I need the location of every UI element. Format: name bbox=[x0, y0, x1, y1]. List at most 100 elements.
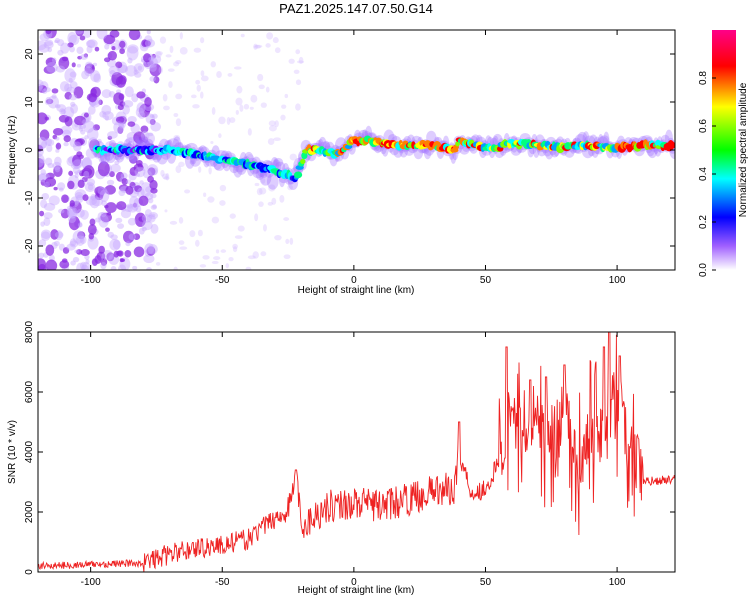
noise-blob bbox=[55, 136, 60, 141]
noise-blob bbox=[109, 238, 121, 251]
noise-blob bbox=[58, 56, 70, 70]
noise-blob bbox=[54, 37, 60, 44]
noise-blob bbox=[38, 252, 45, 259]
noise-blob bbox=[147, 167, 156, 176]
noise-blob bbox=[184, 189, 191, 194]
noise-blob bbox=[134, 72, 142, 78]
noise-blob bbox=[163, 105, 170, 111]
noise-blob bbox=[116, 201, 127, 211]
noise-blob bbox=[139, 103, 151, 118]
noise-blob bbox=[273, 157, 277, 166]
noise-blob bbox=[257, 73, 264, 82]
ridge-halo bbox=[273, 157, 284, 167]
noise-blob bbox=[70, 260, 76, 266]
colorbar-tick-label: 0.4 bbox=[698, 167, 709, 181]
noise-blob bbox=[250, 94, 258, 103]
spectrogram-heatmap bbox=[38, 30, 675, 270]
noise-blob bbox=[104, 185, 116, 195]
noise-blob bbox=[84, 135, 89, 140]
noise-blob bbox=[67, 206, 78, 219]
noise-blob bbox=[96, 30, 108, 40]
noise-blob bbox=[52, 161, 62, 171]
noise-blob bbox=[148, 212, 159, 220]
noise-blob bbox=[38, 83, 43, 92]
noise-blob bbox=[55, 148, 60, 153]
noise-blob bbox=[134, 166, 146, 178]
noise-blob bbox=[79, 235, 87, 245]
noise-blob bbox=[38, 112, 48, 125]
noise-blob bbox=[175, 59, 182, 65]
noise-blob bbox=[165, 153, 170, 158]
noise-blob bbox=[108, 91, 116, 98]
noise-blob bbox=[64, 91, 72, 100]
noise-blob bbox=[133, 69, 139, 75]
noise-blob bbox=[141, 214, 152, 223]
noise-blob bbox=[41, 140, 48, 149]
noise-blob bbox=[195, 239, 200, 247]
noise-blob bbox=[84, 182, 96, 193]
noise-blob bbox=[213, 256, 221, 261]
noise-blob bbox=[210, 61, 217, 68]
noise-blob bbox=[169, 220, 178, 225]
noise-blob bbox=[59, 81, 70, 92]
spectrogram-y-tick-label: 10 bbox=[24, 96, 35, 108]
noise-blob bbox=[60, 109, 67, 115]
noise-blob bbox=[77, 231, 86, 240]
noise-blob bbox=[167, 68, 175, 72]
noise-blob bbox=[295, 79, 302, 86]
noise-blob bbox=[38, 40, 47, 51]
noise-blob bbox=[159, 36, 167, 44]
noise-blob bbox=[203, 192, 207, 197]
noise-blob bbox=[83, 30, 92, 38]
noise-blob bbox=[98, 99, 103, 106]
noise-blob bbox=[80, 129, 86, 135]
noise-blob bbox=[43, 202, 56, 211]
noise-blob bbox=[126, 44, 139, 54]
noise-blob bbox=[62, 247, 70, 254]
noise-blob bbox=[215, 249, 220, 254]
noise-blob bbox=[45, 96, 52, 105]
spectrogram-y-label: Frequency (Hz) bbox=[7, 116, 18, 185]
noise-blob bbox=[175, 118, 182, 127]
noise-blob bbox=[79, 261, 87, 270]
noise-blob bbox=[219, 200, 226, 206]
noise-blob bbox=[67, 180, 75, 190]
noise-blob bbox=[43, 212, 53, 219]
noise-blob bbox=[78, 127, 84, 132]
noise-blob bbox=[279, 194, 285, 203]
noise-blob bbox=[115, 76, 127, 88]
noise-blob bbox=[287, 184, 293, 191]
noise-blob bbox=[47, 95, 60, 109]
noise-blob bbox=[115, 217, 123, 224]
noise-blob bbox=[235, 97, 243, 106]
noise-blob bbox=[106, 179, 115, 186]
noise-blob bbox=[55, 65, 66, 73]
noise-blob bbox=[97, 161, 110, 177]
noise-blob bbox=[54, 166, 61, 173]
noise-blob bbox=[115, 116, 125, 124]
snr-x-tick-label: -100 bbox=[81, 577, 101, 588]
noise-blob bbox=[94, 255, 102, 264]
noise-blob bbox=[295, 103, 301, 111]
noise-blob bbox=[133, 233, 141, 240]
noise-blob bbox=[165, 172, 170, 181]
noise-blob bbox=[87, 236, 99, 250]
noise-blob bbox=[105, 227, 110, 232]
noise-blob bbox=[243, 103, 250, 110]
noise-blob bbox=[211, 216, 220, 224]
noise-blob bbox=[274, 234, 282, 241]
noise-blob bbox=[71, 62, 76, 68]
noise-blob bbox=[179, 32, 183, 40]
noise-blob bbox=[236, 85, 243, 94]
noise-blob bbox=[233, 66, 242, 70]
noise-blob bbox=[139, 227, 145, 235]
noise-blob bbox=[76, 262, 85, 270]
noise-blob bbox=[99, 110, 107, 118]
noise-blob bbox=[102, 111, 114, 121]
noise-blob bbox=[132, 203, 139, 211]
noise-blob bbox=[146, 30, 151, 35]
snr-y-tick-label: 0 bbox=[24, 569, 35, 575]
noise-blob bbox=[175, 165, 182, 174]
ridge-blob bbox=[293, 171, 303, 179]
noise-blob bbox=[53, 165, 63, 177]
